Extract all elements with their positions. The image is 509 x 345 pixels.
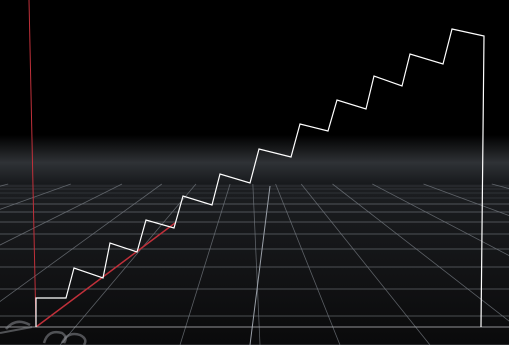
grid-line (423, 183, 509, 216)
horizon-haze (0, 135, 509, 185)
grid-line (300, 183, 431, 345)
z-axis-line (35, 222, 176, 328)
floor-grid (0, 183, 509, 345)
grid-line (275, 183, 341, 345)
grid-line (59, 183, 197, 345)
grid-line (252, 183, 261, 345)
grid-line (0, 183, 123, 246)
y-axis-line (28, 0, 37, 328)
grid-line (0, 183, 163, 302)
staircase-profile[interactable] (35, 28, 485, 328)
grid-line (332, 183, 509, 322)
grid-line (372, 183, 509, 256)
axis-gizmo-icon[interactable] (0, 320, 87, 345)
floor-plane (0, 184, 509, 345)
grid-line (179, 183, 231, 345)
grid-center-line (249, 185, 271, 345)
